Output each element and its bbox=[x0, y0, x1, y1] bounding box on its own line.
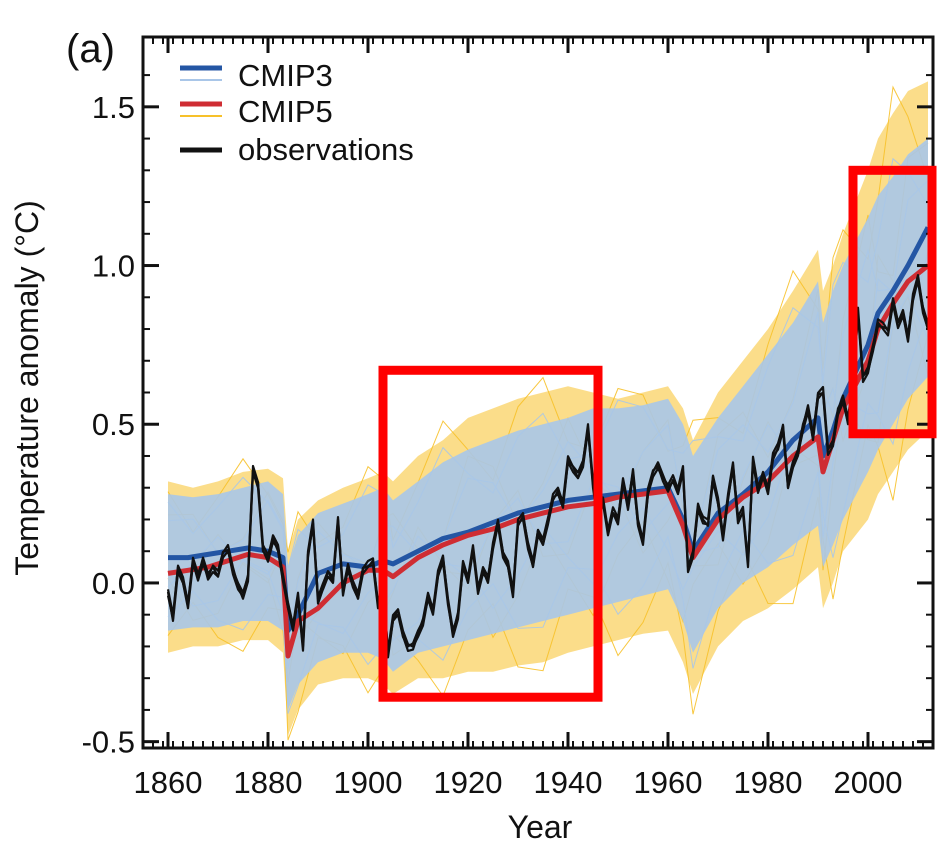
y-axis-title: Temperature anomaly (°C) bbox=[9, 200, 45, 576]
highlight-box-2 bbox=[848, 165, 937, 439]
observations-line bbox=[166, 278, 930, 659]
axes-layer bbox=[141, 35, 935, 750]
x-tick-label: 1860 bbox=[134, 765, 203, 800]
x-axis-title: Year bbox=[508, 809, 573, 845]
x-tick-label: 2000 bbox=[834, 765, 903, 800]
y-tick-label: 0.5 bbox=[92, 407, 135, 442]
y-tick-label: 1.5 bbox=[92, 90, 135, 125]
cmip3-members-member-line bbox=[167, 310, 929, 714]
series-layer bbox=[166, 226, 931, 659]
x-tick-label: 1920 bbox=[434, 765, 503, 800]
x-tick-label: 1940 bbox=[534, 765, 603, 800]
x-tick-label: 1980 bbox=[734, 765, 803, 800]
x-tick-label: 1880 bbox=[234, 765, 303, 800]
x-tick-label: 1960 bbox=[634, 765, 703, 800]
legend-label-cmip3: CMIP3 bbox=[238, 58, 333, 93]
legend-label-observations: observations bbox=[238, 132, 414, 167]
panel-label: (a) bbox=[66, 27, 115, 71]
y-tick-label: -0.5 bbox=[82, 725, 135, 760]
highlight-box-layer bbox=[378, 165, 937, 702]
legend-label-cmip5: CMIP5 bbox=[238, 94, 333, 129]
tick-label-layer: 1860 1880 1900 1920 1940 1960 1980 2000 -0.5 0.0 0… bbox=[82, 90, 903, 800]
y-tick-label: 1.0 bbox=[92, 249, 135, 284]
y-tick-label: 0.0 bbox=[92, 566, 135, 601]
legend: CMIP3 CMIP5 observations bbox=[180, 58, 414, 167]
highlight-box-1 bbox=[378, 365, 603, 702]
cmip5-mean-line bbox=[167, 263, 930, 659]
x-tick-label: 1900 bbox=[334, 765, 403, 800]
